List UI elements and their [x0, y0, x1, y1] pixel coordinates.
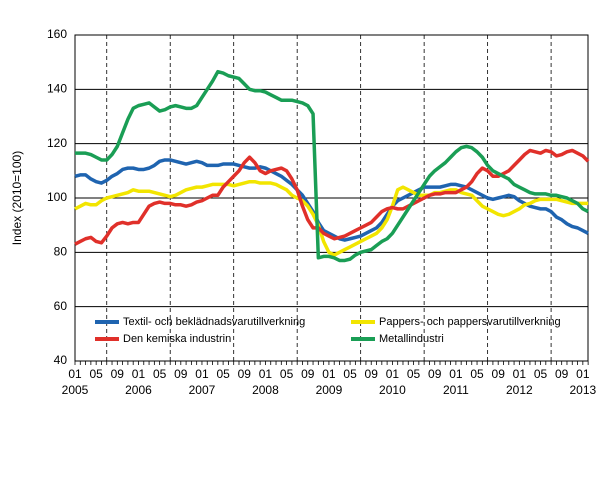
- x-tick-label: 01: [195, 367, 209, 381]
- year-label: 2010: [379, 383, 406, 397]
- legend-label: Metallindustri: [379, 333, 444, 345]
- y-tick-label: 60: [54, 299, 68, 313]
- year-label: 2008: [252, 383, 279, 397]
- plot-frame: [74, 34, 589, 362]
- y-tick-label: 120: [47, 136, 67, 150]
- x-tick-label: 09: [428, 367, 442, 381]
- x-tick-label: 09: [238, 367, 252, 381]
- x-tick-label: 01: [322, 367, 336, 381]
- y-axis-title: Index (2010=100): [10, 151, 24, 245]
- y-tick-label: 140: [47, 82, 67, 96]
- x-tick-label: 05: [153, 367, 167, 381]
- series-line: [74, 179, 589, 257]
- x-tick-label: 01: [513, 367, 527, 381]
- y-tick-label: 100: [47, 190, 67, 204]
- x-tick-label: 05: [534, 367, 548, 381]
- x-tick-label: 05: [216, 367, 230, 381]
- series-line: [75, 69, 589, 263]
- y-tick-label: 80: [54, 245, 68, 259]
- legend-label: Pappers- och pappersvarutillverkning: [379, 316, 561, 328]
- year-label: 2009: [316, 383, 343, 397]
- x-tick-label: 01: [449, 367, 463, 381]
- x-tick-label: 05: [89, 367, 103, 381]
- x-tick-label: 01: [259, 367, 273, 381]
- year-label: 2011: [443, 383, 469, 397]
- year-label: 2006: [125, 383, 152, 397]
- x-tick-label: 09: [174, 367, 188, 381]
- legend-label: Den kemiska industrin: [123, 333, 231, 345]
- year-label: 2007: [189, 383, 216, 397]
- x-tick-label: 05: [343, 367, 357, 381]
- y-tick-label: 40: [54, 353, 68, 367]
- legend-label: Textil- och beklädnadsvarutillverkning: [123, 316, 305, 328]
- x-tick-label: 09: [301, 367, 315, 381]
- x-tick-label: 09: [492, 367, 506, 381]
- x-tick-label: 05: [407, 367, 421, 381]
- year-label: 2012: [506, 383, 533, 397]
- year-label: 2013: [569, 383, 596, 397]
- year-label: 2005: [62, 383, 89, 397]
- x-tick-label: 01: [386, 367, 400, 381]
- x-tick-label: 09: [111, 367, 125, 381]
- x-tick-label: 09: [555, 367, 569, 381]
- x-tick-label: 09: [365, 367, 379, 381]
- x-tick-label: 01: [68, 367, 82, 381]
- x-tick-label: 05: [470, 367, 484, 381]
- y-tick-label: 160: [47, 27, 67, 41]
- x-tick-label: 01: [132, 367, 146, 381]
- series-line: [74, 158, 589, 242]
- x-tick-label: 05: [280, 367, 294, 381]
- x-tick-label: 01: [576, 367, 590, 381]
